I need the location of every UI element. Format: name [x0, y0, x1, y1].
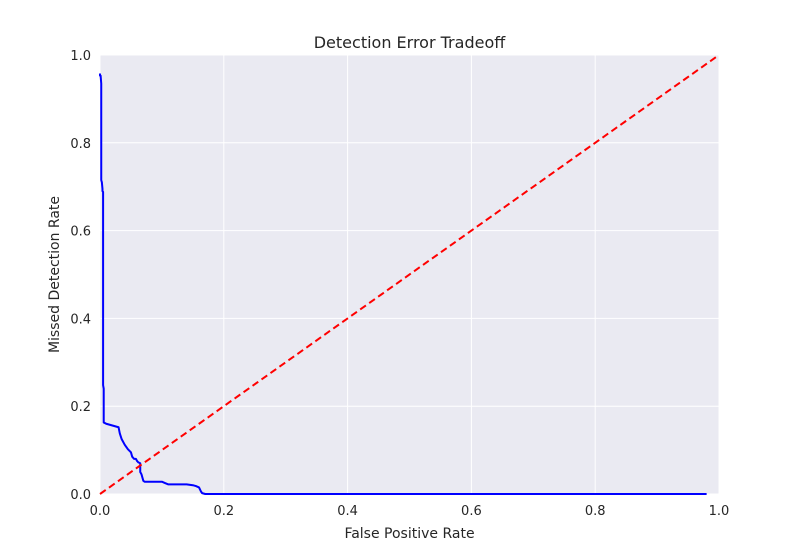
x-tick-label: 0.4: [337, 504, 358, 519]
det-curve-line: [99, 73, 707, 495]
series-group: [99, 54, 720, 495]
y-tick-label: 0.0: [70, 488, 91, 503]
x-tick-label: 0.8: [585, 504, 606, 519]
tick-labels: 0.0 0.2 0.4 0.6 0.8 1.0 0.0 0.2 0.4 0.6 0.8 1.0: [70, 49, 729, 519]
x-tick-label: 0.0: [90, 504, 111, 519]
y-tick-label: 0.4: [70, 312, 91, 327]
y-tick-label: 0.8: [70, 137, 91, 152]
y-tick-label: 0.2: [70, 400, 91, 415]
y-tick-label: 1.0: [70, 49, 91, 64]
chart-title: Detection Error Tradeoff: [314, 33, 506, 52]
x-tick-label: 0.2: [213, 504, 234, 519]
x-tick-label: 0.6: [461, 504, 482, 519]
grid: [99, 54, 720, 495]
y-axis-label: Missed Detection Rate: [47, 196, 63, 353]
x-axis-label: False Positive Rate: [344, 526, 474, 542]
y-tick-label: 0.6: [70, 225, 91, 240]
x-tick-label: 1.0: [709, 504, 730, 519]
reference-diagonal-line: [99, 54, 720, 495]
